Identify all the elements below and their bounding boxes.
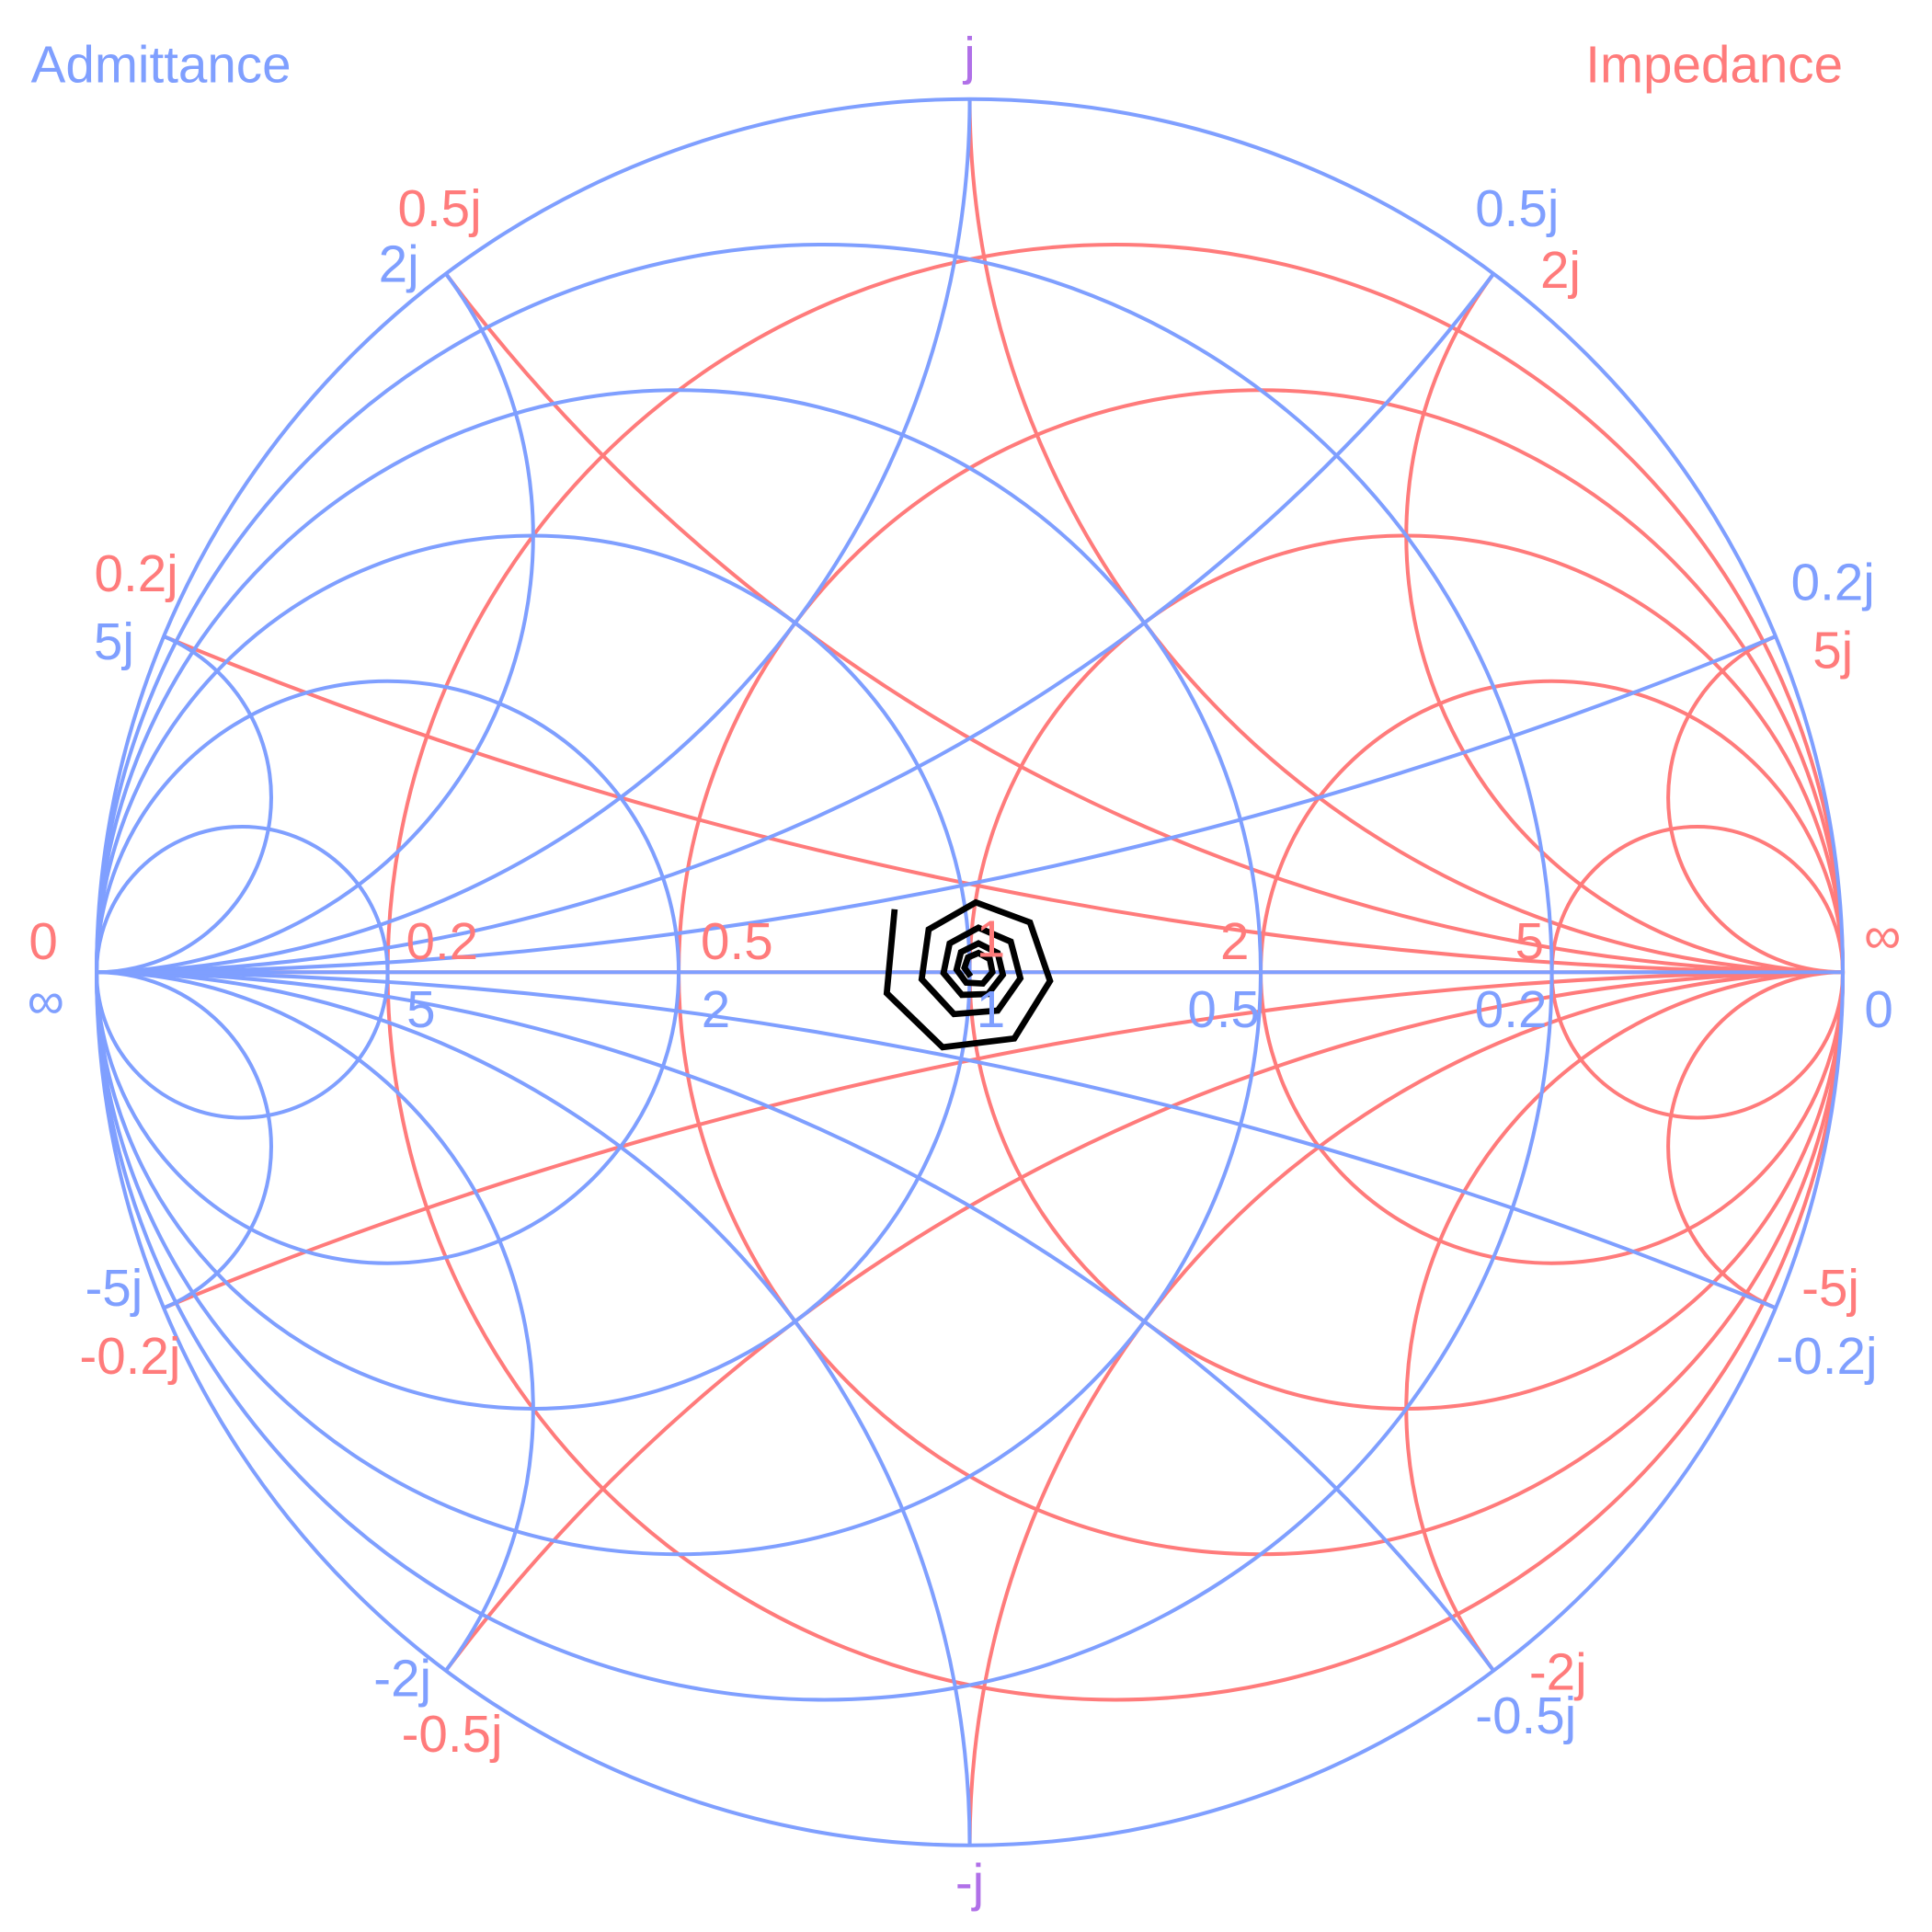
admittance-reactance-arc <box>97 970 972 1846</box>
adm-imag-label: -0.2j <box>1777 1327 1878 1385</box>
imp-imag-label: -0.5j <box>402 1705 503 1763</box>
adm-real-label: ∞ <box>28 972 64 1030</box>
adm-imag-label: -5j <box>85 1259 143 1317</box>
impedance-reactance-arc <box>444 272 1844 975</box>
imp-real-label: 0.5 <box>701 912 773 970</box>
adm-imag-label: 0.5j <box>1475 179 1559 237</box>
impedance-reactance-arc <box>967 970 1844 1846</box>
admittance-reactance-arc <box>97 970 535 1673</box>
impedance-reactance-arc <box>1404 272 1844 975</box>
imp-imag-label: -2j <box>1529 1643 1587 1701</box>
admittance-reactance-arc <box>97 970 273 1310</box>
admittance-reactance-arc <box>97 272 535 975</box>
imp-imag-label: 2j <box>1540 241 1581 299</box>
adm-imag-label: 5j <box>94 612 134 670</box>
imp-imag-label: 0.2j <box>95 544 178 602</box>
admittance-reactance-arc <box>97 272 1495 975</box>
imp-imag-label: -0.2j <box>79 1327 180 1385</box>
admittance-reactance-arc <box>97 970 1777 1310</box>
adm-imag-label: 2j <box>379 234 419 292</box>
adm-imag-label: -2j <box>373 1649 431 1707</box>
admittance-reactance-arc <box>97 634 1777 975</box>
imp-imag-label: 0.5j <box>398 179 482 237</box>
imp-real-label: ∞ <box>1864 906 1901 964</box>
impedance-reactance-arc <box>1666 634 1844 975</box>
imp-real-label: 0 <box>29 912 57 970</box>
adm-real-label: 2 <box>702 980 730 1038</box>
imp-imag-label: -5j <box>1801 1259 1859 1317</box>
impedance-reactance-arc <box>444 970 1844 1673</box>
adm-real-label: 0.2 <box>1475 980 1548 1038</box>
impedance-reactance-arc <box>1666 970 1844 1310</box>
outer-circle <box>95 97 1846 1847</box>
imp-real-label: 5 <box>1515 912 1544 970</box>
impedance-reactance-arc <box>163 634 1844 975</box>
label-bottom-j: -j <box>955 1854 984 1912</box>
adm-imag-label: -0.5j <box>1475 1686 1576 1744</box>
adm-imag-label: 0.2j <box>1791 553 1875 611</box>
adm-real-label: 0 <box>1864 980 1892 1038</box>
imp-imag-label: 5j <box>1812 622 1853 680</box>
impedance-reactance-arc <box>967 98 1844 975</box>
imp-real-label: 1 <box>977 909 1005 967</box>
label-top-j: j <box>962 27 976 85</box>
adm-real-label: 1 <box>977 980 1005 1038</box>
data-series-line <box>883 898 1054 1051</box>
adm-real-label: 5 <box>406 980 435 1038</box>
admittance-reactance-arc <box>97 98 972 975</box>
impedance-reactance-arc <box>163 970 1844 1310</box>
admittance-title: Admittance <box>31 36 292 94</box>
admittance-reactance-arc <box>97 634 273 975</box>
impedance-title: Impedance <box>1585 36 1843 94</box>
admittance-reactance-arc <box>97 970 1495 1673</box>
data-layer <box>883 898 1054 1051</box>
adm-real-label: 0.5 <box>1187 980 1260 1038</box>
impedance-reactance-arc <box>1404 970 1844 1673</box>
imp-real-label: 2 <box>1220 912 1249 970</box>
imp-real-label: 0.2 <box>406 912 479 970</box>
